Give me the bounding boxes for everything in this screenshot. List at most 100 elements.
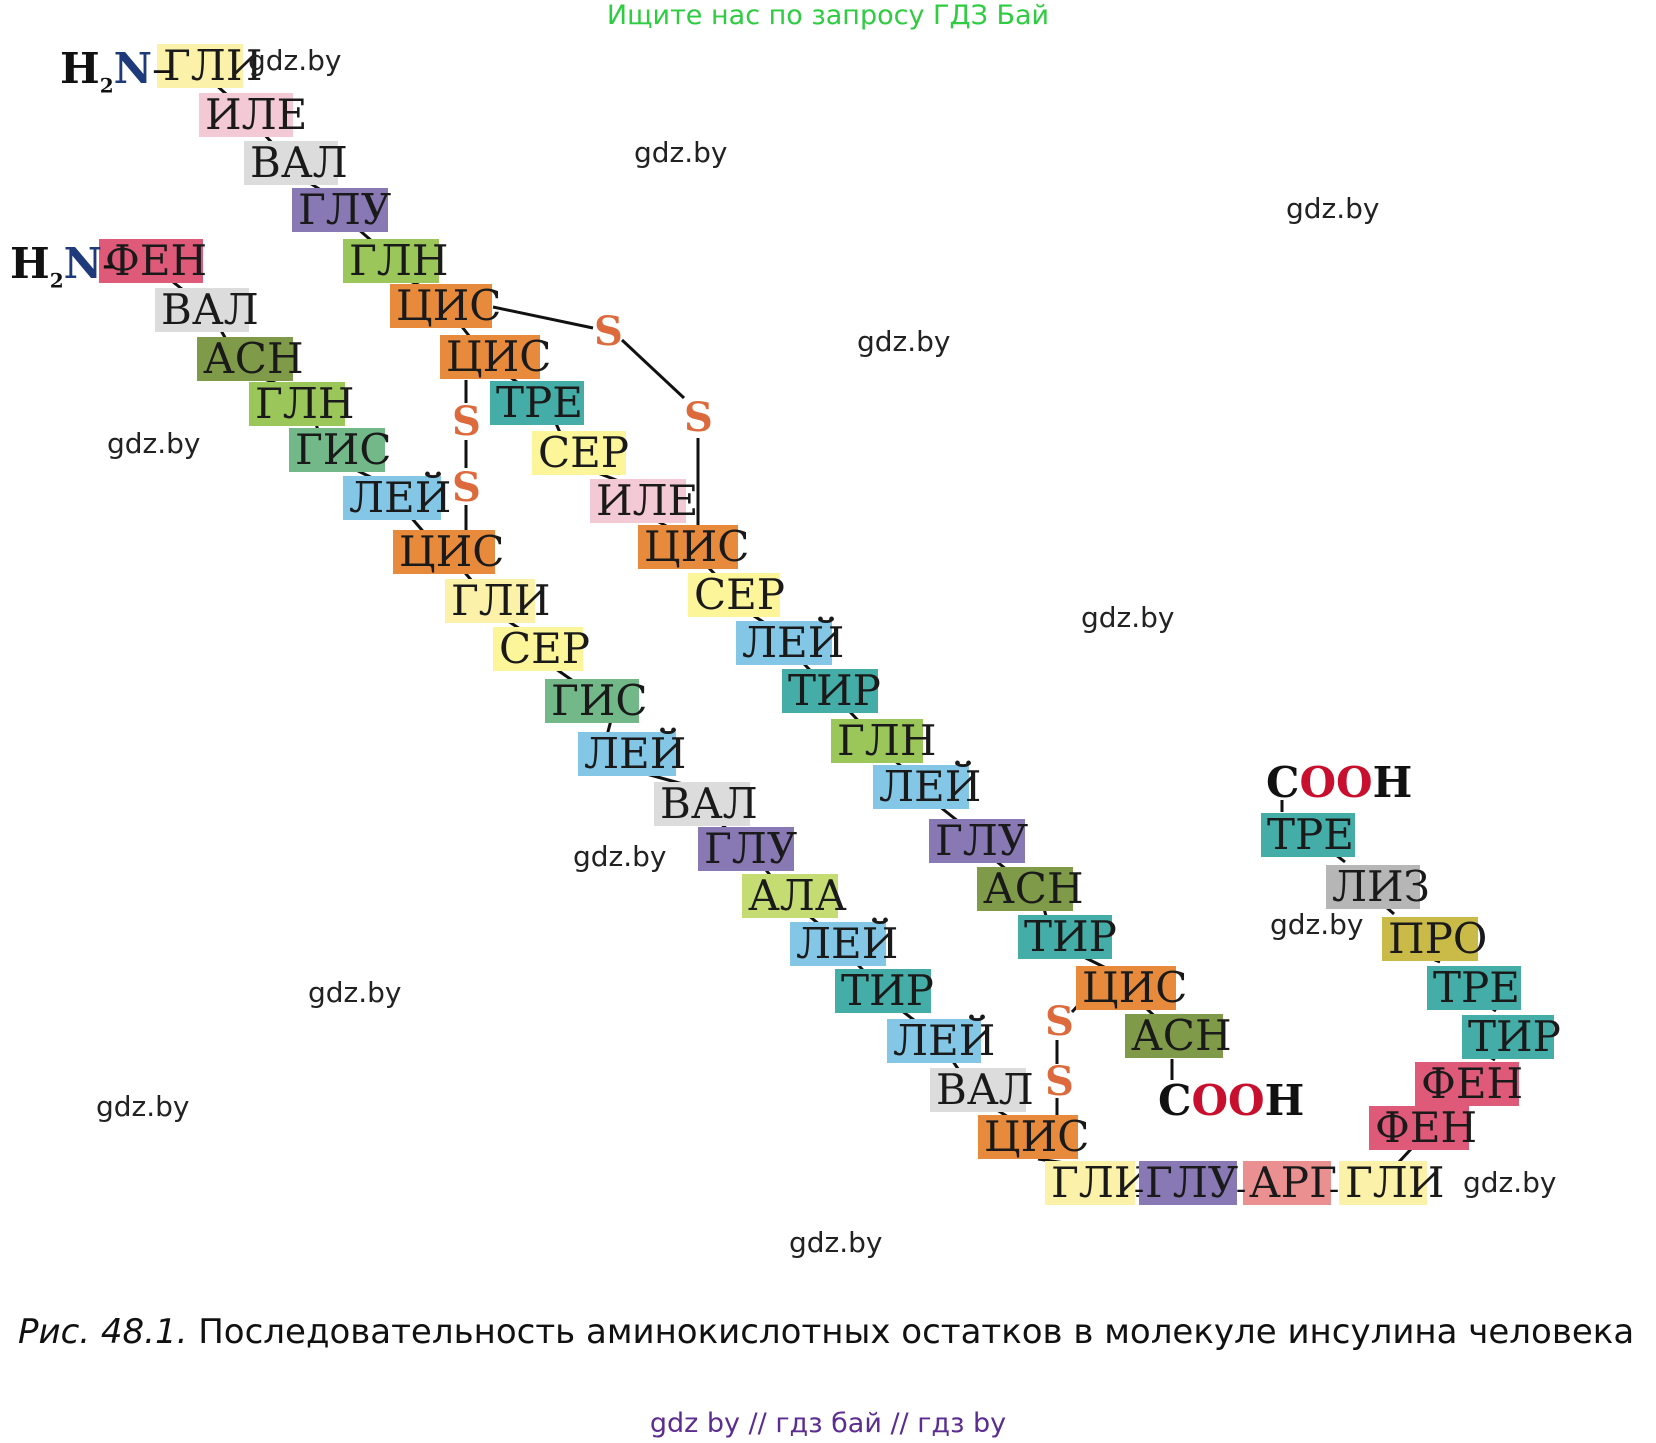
residue-a-13: ЛЕЙ bbox=[736, 621, 844, 665]
residue-b-30: ТРЕ bbox=[1261, 813, 1355, 857]
n-terminus-dash: – bbox=[152, 44, 173, 93]
n-terminus-b: H2N- bbox=[10, 239, 116, 292]
bond-dash: - bbox=[1236, 1172, 1247, 1207]
residue-a-14: ТИР bbox=[782, 669, 881, 713]
residue-a-15: ГЛН bbox=[831, 719, 936, 763]
watermark: gdz.by bbox=[1286, 192, 1380, 225]
c-terminus-h: H bbox=[1264, 1076, 1305, 1125]
residue-a-4: ГЛУ bbox=[292, 188, 391, 232]
n-terminus-a: H2N– bbox=[60, 44, 173, 97]
sulfur-b7-1: S bbox=[452, 464, 481, 511]
watermark: gdz.by bbox=[308, 976, 402, 1009]
watermark: gdz.by bbox=[1270, 908, 1364, 941]
n-terminus-h: H bbox=[60, 44, 100, 93]
residue-b-25: ФЕН bbox=[1415, 1062, 1523, 1106]
residue-b-18: ВАЛ bbox=[930, 1068, 1034, 1112]
residue-a-16: ЛЕЙ bbox=[873, 765, 981, 809]
residue-b-9: СЕР bbox=[493, 627, 590, 671]
residue-b-2: ВАЛ bbox=[155, 288, 259, 332]
residue-a-11: ЦИС bbox=[638, 525, 749, 569]
watermark: gdz.by bbox=[573, 840, 667, 873]
residue-b-23: ГЛИ bbox=[1339, 1161, 1444, 1205]
watermark: gdz.by bbox=[248, 44, 342, 77]
residue-a-20: ЦИС bbox=[1076, 966, 1187, 1010]
residue-b-7: ЦИС bbox=[393, 530, 504, 574]
residue-b-17: ЛЕЙ bbox=[887, 1019, 995, 1063]
residue-b-1: ФЕН bbox=[99, 239, 207, 283]
residue-b-6: ЛЕЙ bbox=[343, 476, 451, 520]
residue-a-9: СЕР bbox=[532, 431, 629, 475]
residue-a-21: АСН bbox=[1125, 1014, 1232, 1058]
residue-a-12: СЕР bbox=[688, 573, 785, 617]
residue-b-21: ГЛУ bbox=[1139, 1161, 1238, 1205]
n-terminus-sub: 2 bbox=[99, 73, 114, 98]
residue-b-11: ЛЕЙ bbox=[578, 732, 686, 776]
n-terminus-sub: 2 bbox=[49, 268, 64, 293]
watermark: gdz.by bbox=[1081, 601, 1175, 634]
figure-caption-text: Последовательность аминокислотных остатк… bbox=[187, 1312, 1635, 1352]
c-terminus-b: COOH bbox=[1266, 758, 1412, 807]
disulfide-line bbox=[620, 338, 686, 400]
peptide-bond-a-16 bbox=[939, 805, 959, 823]
residue-a-8: ТРЕ bbox=[490, 381, 584, 425]
peptide-bond-b-23 bbox=[1396, 1146, 1414, 1165]
residue-a-7: ЦИС bbox=[440, 335, 551, 379]
c-terminus-oo: OO bbox=[1191, 1076, 1265, 1125]
n-terminus-h: H bbox=[10, 239, 50, 288]
c-terminus-c: C bbox=[1158, 1076, 1192, 1125]
sulfur-b19-1: S bbox=[1045, 1058, 1074, 1105]
residue-a-17: ГЛУ bbox=[929, 819, 1028, 863]
sulfur-a7-1: S bbox=[452, 398, 481, 445]
watermark: gdz.by bbox=[857, 325, 951, 358]
residue-b-27: ТРЕ bbox=[1427, 966, 1521, 1010]
residue-b-5: ГИС bbox=[289, 428, 392, 472]
residue-b-12: ВАЛ bbox=[654, 782, 758, 826]
watermark: gdz.by bbox=[1463, 1166, 1557, 1199]
residue-b-10: ГИС bbox=[545, 679, 648, 723]
watermark: gdz.by bbox=[789, 1226, 883, 1259]
residue-a-10: ИЛЕ bbox=[590, 479, 698, 523]
residue-b-13: ГЛУ bbox=[698, 827, 797, 871]
residue-b-20: ГЛИ bbox=[1045, 1161, 1150, 1205]
figure-caption: Рис. 48.1. Последовательность аминокисло… bbox=[18, 1312, 1634, 1352]
n-terminus-dash: - bbox=[102, 239, 117, 288]
residue-a-3: ВАЛ bbox=[244, 141, 348, 185]
residue-a-2: ИЛЕ bbox=[199, 93, 307, 137]
residue-a-6: ЦИС bbox=[390, 284, 501, 328]
peptide-bond-b-6 bbox=[410, 517, 425, 533]
c-terminus-a: COOH bbox=[1158, 1076, 1304, 1125]
watermark: gdz.by bbox=[96, 1090, 190, 1123]
disulfide-line bbox=[492, 305, 594, 330]
residue-b-28: ПРО bbox=[1382, 917, 1487, 961]
footer-links[interactable]: gdz by // гдз бай // гдз by bbox=[649, 1408, 1007, 1439]
residue-b-26: ТИР bbox=[1462, 1015, 1561, 1059]
search-banner[interactable]: Ищите нас по запросу ГДЗ Бай bbox=[606, 0, 1050, 31]
residue-b-8: ГЛИ bbox=[445, 579, 550, 623]
c-terminus-c: C bbox=[1266, 758, 1300, 807]
watermark: gdz.by bbox=[634, 136, 728, 169]
residue-a-1: ГЛИ bbox=[157, 44, 262, 88]
residue-b-15: ЛЕЙ bbox=[790, 922, 898, 966]
residue-a-18: АСН bbox=[977, 867, 1084, 911]
residue-b-4: ГЛН bbox=[249, 382, 354, 426]
residue-b-29: ЛИЗ bbox=[1326, 865, 1430, 909]
watermark: gdz.by bbox=[107, 427, 201, 460]
bond-dash: - bbox=[1134, 1172, 1145, 1207]
sulfur-a20-1: S bbox=[1045, 998, 1074, 1045]
residue-b-3: АСН bbox=[197, 337, 304, 381]
residue-a-19: ТИР bbox=[1018, 915, 1117, 959]
n-terminus-n: N bbox=[63, 239, 102, 288]
bond-dash: - bbox=[1329, 1172, 1340, 1207]
residue-b-22: АРГ bbox=[1243, 1161, 1337, 1205]
residue-b-16: ТИР bbox=[835, 969, 934, 1013]
residue-b-24: ФЕН bbox=[1369, 1106, 1477, 1150]
residue-b-14: АЛА bbox=[742, 874, 847, 918]
n-terminus-n: N bbox=[113, 44, 152, 93]
residue-b-19: ЦИС bbox=[978, 1115, 1089, 1159]
c-terminus-oo: OO bbox=[1299, 758, 1373, 807]
c-terminus-h: H bbox=[1372, 758, 1413, 807]
residue-a-5: ГЛН bbox=[343, 239, 448, 283]
sulfur-a11-1: S bbox=[684, 394, 713, 441]
sulfur-a6-1: S bbox=[594, 308, 623, 355]
